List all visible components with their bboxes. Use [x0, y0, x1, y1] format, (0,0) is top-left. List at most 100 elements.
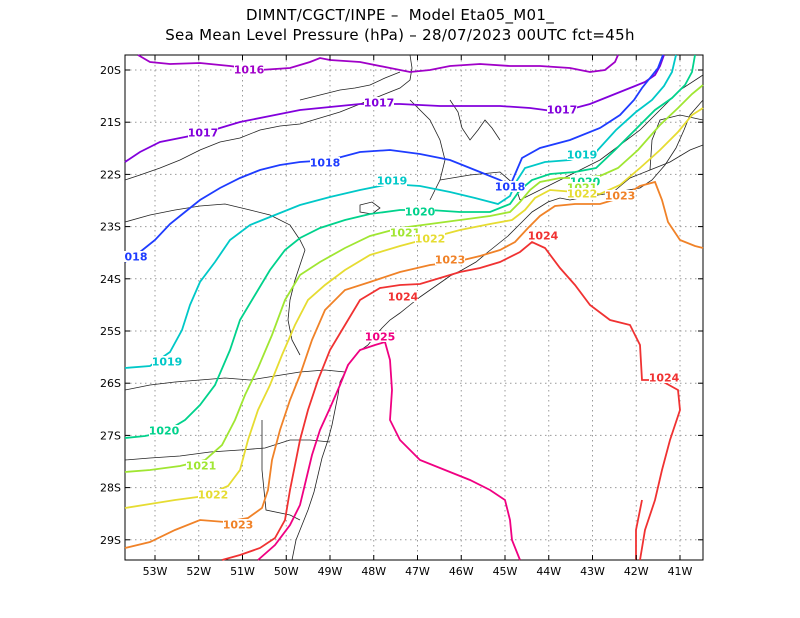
border [124, 369, 346, 391]
contour-label: 1017 [364, 97, 395, 110]
contour-label-bg [570, 176, 600, 187]
contour-label: 1024 [388, 291, 419, 304]
lat-tick-label: 26S [100, 377, 121, 390]
map-frame [124, 54, 704, 561]
border [409, 99, 446, 201]
isobar-1018 [124, 54, 664, 263]
contour-label: 1021 [390, 227, 421, 240]
contour-label-bg [495, 181, 525, 192]
river [299, 71, 401, 101]
contour-label-bg [649, 372, 679, 383]
lon-tick-label: 43W [580, 565, 605, 578]
contour-label-bg [567, 188, 597, 199]
contour-label-bg [124, 251, 148, 262]
contour-label: 1017 [547, 104, 578, 117]
contour-label: 1023 [223, 519, 254, 532]
contour-label: 018 [125, 251, 148, 264]
isobar-1019 [124, 54, 677, 369]
contour-label-bg [567, 182, 597, 193]
isobar-1024 [221, 240, 681, 561]
contour-label-bg [152, 356, 182, 367]
contour-label-bg [547, 104, 577, 115]
contour-labels: 1016 1017 1017 1017 1018 1018 018 1019 1019 1019 1… [124, 64, 680, 532]
contour-label: 1020 [149, 425, 180, 438]
contour-label: 1021 [186, 460, 217, 473]
lat-tick-label: 29S [100, 534, 121, 547]
contour-label: 1016 [234, 64, 265, 77]
contour-label: 1023 [605, 190, 636, 203]
lat-tick-label: 21S [100, 116, 121, 129]
lon-tick-label: 48W [361, 565, 386, 578]
title-line-1: DIMNT/CGCT/INPE – Model Eta05_M01_ [245, 6, 555, 24]
contour-label: 1022 [415, 233, 446, 246]
contour-label: 1022 [567, 188, 598, 201]
isobar-1021 [124, 84, 704, 473]
contour-label: 1025 [365, 331, 396, 344]
contour-label-bg [528, 230, 558, 241]
border [611, 144, 704, 194]
lat-tick-label: 24S [100, 273, 121, 286]
contour-label-bg [223, 519, 253, 530]
lon-tick-label: 50W [274, 565, 299, 578]
contour-label: 1022 [198, 489, 229, 502]
contour-label-bg [605, 190, 635, 201]
contour-label-bg [188, 127, 218, 138]
contour-label-bg [567, 149, 597, 160]
lake-outline [359, 201, 381, 215]
isobar-1023 [124, 180, 704, 549]
coastline-and-borders [124, 54, 704, 561]
lon-tick-label: 51W [230, 565, 255, 578]
lat-tick-label: 28S [100, 482, 121, 495]
axis-ticks: 20S 21S 22S 23S 24S 25S 26S 27S 28S 29S 53W 52W 51W 5… [100, 55, 703, 578]
contour-label-bg [364, 97, 394, 108]
border [124, 203, 306, 251]
contour-label: 1019 [567, 149, 598, 162]
contour-label-bg [310, 157, 340, 168]
lat-tick-label: 22S [100, 168, 121, 181]
contour-label-bg [405, 206, 435, 217]
contour-label-bg [186, 460, 216, 471]
lat-tick-label: 23S [100, 221, 121, 234]
lat-tick-label: 27S [100, 429, 121, 442]
isobar-1016 [137, 54, 619, 73]
lon-tick-label: 53W [143, 565, 168, 578]
border [124, 439, 331, 461]
lon-tick-label: 49W [318, 565, 343, 578]
contour-label-bg [149, 425, 179, 436]
contour-label-bg [435, 254, 465, 265]
lat-tick-label: 20S [100, 64, 121, 77]
contour-label: 1018 [495, 181, 526, 194]
contour-label-bg [198, 489, 228, 500]
contour-label: 1024 [649, 372, 680, 385]
coastline [291, 99, 704, 561]
river [449, 99, 501, 141]
contour-label: 1019 [152, 356, 183, 369]
contour-label-bg [415, 233, 445, 244]
contour-label-bg [388, 291, 418, 302]
isobar-1024-south [635, 499, 643, 560]
border [649, 114, 704, 171]
border [287, 249, 306, 356]
contour-label: 1017 [188, 127, 219, 140]
contour-label: 1020 [405, 206, 436, 219]
lat-tick-label: 25S [100, 325, 121, 338]
lon-tick-label: 42W [624, 565, 649, 578]
isobar-1022 [124, 107, 704, 509]
lon-tick-label: 46W [449, 565, 474, 578]
lon-tick-label: 52W [186, 565, 211, 578]
contour-label-bg [390, 227, 420, 238]
isobar-1020 [124, 54, 696, 439]
contour-label: 1024 [528, 230, 559, 243]
contour-label: 1023 [435, 254, 466, 267]
contour-label: 1019 [377, 175, 408, 188]
contour-label: 1018 [310, 157, 341, 170]
border [124, 54, 413, 181]
lon-tick-label: 47W [405, 565, 430, 578]
contour-label-bg [365, 331, 395, 342]
contour-label-bg [377, 175, 407, 186]
lon-tick-label: 44W [536, 565, 561, 578]
contour-label-bg [234, 64, 264, 75]
lon-tick-label: 41W [668, 565, 693, 578]
title-line-2: Sea Mean Level Pressure (hPa) – 28/07/20… [165, 26, 635, 44]
